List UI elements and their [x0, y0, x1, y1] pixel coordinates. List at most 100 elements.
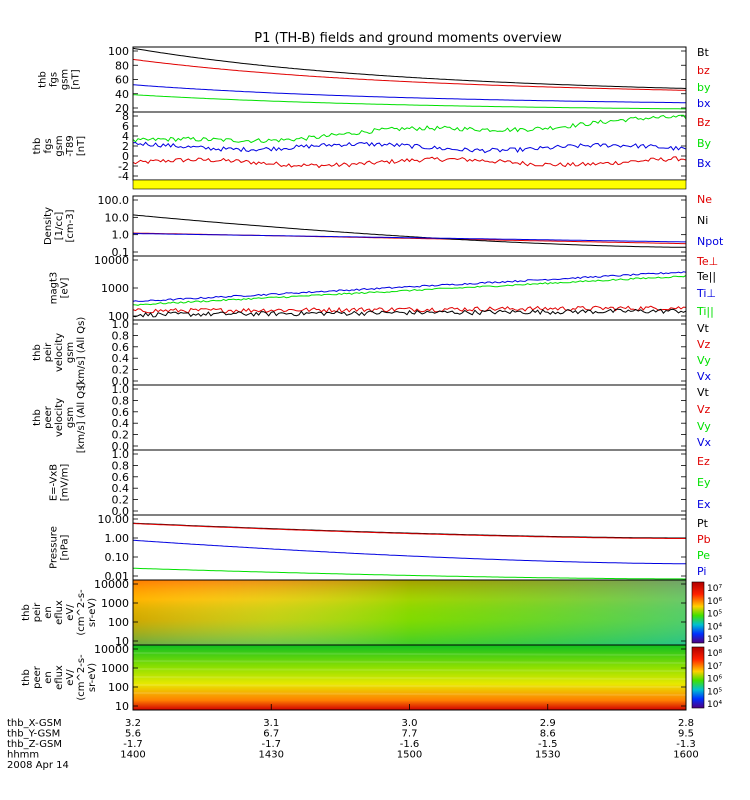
date-label: 2008 Apr 14	[7, 760, 69, 771]
legend-label: Pe	[697, 549, 710, 562]
y-tick-label: 20	[115, 102, 129, 115]
colorbar-tick-label: 10⁶	[707, 597, 722, 607]
spectrogram-band	[132, 676, 687, 680]
y-tick-label: 1000	[101, 662, 129, 675]
y-axis-label: [nPa]	[60, 534, 71, 560]
y-tick-label: 1000	[101, 597, 129, 610]
series-line-ni	[132, 214, 686, 248]
y-axis-label: Pressure	[49, 526, 60, 569]
legend-label: Pi	[697, 565, 706, 578]
y-tick-label: 0.4	[112, 417, 130, 430]
y-axis-label: [km/s] (All Qs)	[76, 317, 87, 389]
y-axis-label: thb	[38, 71, 49, 88]
panel-peer_eflux: 10⁸ 10⁷ 10⁶ 10⁵ 10⁴ 10000 1000 100 10 thb peer en ef…	[21, 643, 722, 713]
legend-label: Vt	[697, 322, 710, 335]
y-axis-label: thb	[32, 138, 43, 155]
spectrogram-band	[132, 652, 687, 656]
y-tick-label: 0.6	[112, 406, 130, 419]
y-tick-label: 1000	[101, 282, 129, 295]
series-line-pi	[132, 539, 686, 565]
orbit-value: -1.5	[538, 739, 558, 750]
y-tick-label: 0.6	[112, 471, 130, 484]
y-tick-label: -4	[118, 170, 129, 183]
orbit-row-label: thb_Y-GSM	[7, 729, 60, 740]
panel-area	[133, 320, 686, 385]
y-axis-label: gsm	[65, 342, 76, 363]
y-tick-label: 0.0	[112, 440, 130, 453]
colorbar-tick-label: 10⁵	[707, 687, 722, 697]
orbit-value: 1500	[397, 750, 422, 761]
y-axis-label: Density	[43, 207, 54, 245]
legend-label: Ni	[697, 214, 708, 227]
legend-label: Vt	[697, 386, 710, 399]
y-axis-label: thb	[32, 409, 43, 426]
y-axis-label: sr-eV)	[87, 663, 98, 692]
y-tick-label: 100	[108, 681, 129, 694]
y-tick-label: 80	[115, 59, 129, 72]
orbit-value: 1530	[535, 750, 560, 761]
legend-label: Te⊥	[696, 255, 718, 268]
legend-label: Bz	[697, 116, 711, 129]
legend-label: Ne	[697, 193, 712, 206]
y-axis-label: [cm-3]	[65, 209, 76, 242]
series-line-bx	[132, 84, 686, 104]
orbit-row-label: thb_X-GSM	[7, 718, 62, 729]
y-tick-label: 0.8	[112, 329, 130, 342]
spectrogram-band	[132, 684, 687, 688]
y-tick-label: 0.2	[112, 429, 130, 442]
y-axis-label: thb	[21, 669, 32, 686]
legend-label: bz	[697, 64, 710, 77]
y-axis-label: eflux	[54, 600, 65, 625]
panel-area	[133, 515, 686, 580]
panel-peir_velocity: 1.00.80.60.40.20.0 thb peir velocity gsm [km/…	[32, 317, 712, 389]
y-axis-label: fgs	[49, 72, 60, 87]
legend-label: Te||	[696, 270, 716, 283]
spectrogram-band	[132, 692, 687, 696]
y-tick-label: 1.0	[112, 229, 130, 242]
y-tick-label: 1.0	[112, 318, 130, 331]
legend-label: bx	[697, 97, 711, 110]
y-axis-label: thb	[21, 604, 32, 621]
orbit-value: 6.7	[263, 729, 279, 740]
orbit-value: 3.0	[402, 718, 418, 729]
orbit-value: -1.3	[676, 739, 696, 750]
figure-title: P1 (TH-B) fields and ground moments over…	[254, 31, 562, 46]
legend-label: Bx	[697, 157, 712, 170]
series-line-te	[132, 305, 687, 314]
y-axis-label: peer	[32, 665, 43, 689]
y-tick-label: 0.10	[105, 551, 130, 564]
y-axis-label: (cm^2-s-	[76, 589, 87, 636]
y-tick-label: 10000	[94, 643, 129, 656]
legend-label: Ey	[697, 476, 711, 489]
y-axis-label: [mV/m]	[60, 464, 71, 502]
y-tick-label: 0.1	[112, 246, 130, 259]
y-axis-label: [km/s] (All Qs)	[76, 382, 87, 454]
spectrogram-electron	[133, 645, 686, 710]
y-axis-label: (cm^2-s-	[76, 654, 87, 701]
y-axis-label: magt3	[49, 272, 60, 305]
y-tick-label: 8	[122, 110, 129, 123]
orbit-row-label: hhmm	[7, 750, 39, 761]
y-axis-label: peir	[43, 342, 54, 362]
orbit-value: 1400	[120, 750, 145, 761]
series-line-te	[132, 308, 687, 318]
orbit-value: -1.6	[400, 739, 420, 750]
y-tick-label: 60	[115, 74, 129, 87]
series-line-pb	[132, 523, 686, 539]
y-axis-label: gsm	[60, 69, 71, 90]
y-tick-label: 0	[122, 150, 129, 163]
colorbar	[691, 646, 705, 709]
y-tick-label: 10.00	[98, 513, 130, 526]
panel-peer_velocity: 1.00.80.60.40.20.0 thb peer velocity gsm [km/…	[32, 382, 712, 454]
series-line-ti	[132, 275, 687, 306]
y-axis-label: eV/	[65, 669, 76, 686]
y-axis-label: -T89	[65, 135, 76, 157]
panel-area	[133, 385, 686, 450]
y-axis-label: eV/	[65, 604, 76, 621]
orbit-footer: 3.25.6-1.714003.16.7-1.714303.07.7-1.615…	[7, 704, 699, 771]
series-line-by	[132, 114, 687, 144]
y-tick-label: 40	[115, 88, 129, 101]
y-tick-label: 1.0	[112, 383, 130, 396]
legend-label: Vx	[697, 436, 712, 449]
